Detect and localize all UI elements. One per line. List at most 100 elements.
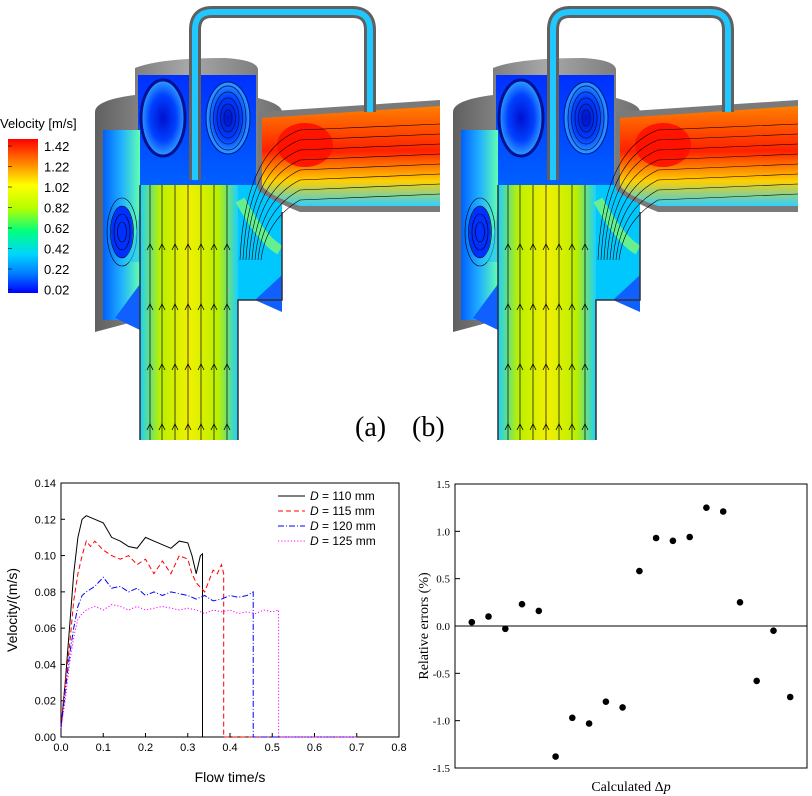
chart1-y-axis-label: Velocity/(m/s)	[4, 568, 20, 652]
flow-arrow	[184, 363, 192, 371]
streamline	[248, 153, 441, 261]
chamber-vortex-right	[205, 81, 251, 155]
flow-arrow	[504, 243, 512, 251]
chart2-y-tick-label: 1.5	[436, 479, 450, 491]
inlet-transition	[118, 185, 140, 262]
flow-arrow	[171, 423, 179, 431]
chart1-x-tick-label: 0.6	[307, 742, 322, 754]
cfd-velocity-field	[95, 5, 441, 440]
flow-arrow	[158, 423, 166, 431]
chart1-x-tick-label: 0.7	[349, 742, 364, 754]
vortex-streamline	[110, 205, 134, 259]
vortex-streamline	[581, 109, 591, 127]
chart1-legend-label: D = 125 mm	[310, 534, 376, 548]
chart2-y-tick-label: -1.5	[433, 763, 451, 775]
flow-arrow	[197, 243, 205, 251]
chart2-data-point	[669, 537, 677, 545]
chart2-data-point	[770, 627, 777, 634]
vortex-streamline	[216, 97, 240, 139]
flow-arrow	[516, 303, 524, 311]
cfd-panel-a: (a)	[95, 5, 441, 443]
colorbar-tick-label: 1.42	[44, 139, 69, 154]
colorbar-title: Velocity [m/s]	[0, 116, 77, 131]
velocity-colorbar: Velocity [m/s] 1.42 1.22 1.02 0.82 0.62 0.42 0…	[0, 116, 77, 298]
flow-arrow	[158, 303, 166, 311]
flow-arrow	[171, 243, 179, 251]
chart2-y-axis-label: Relative errors (%)	[417, 572, 432, 680]
flow-arrow	[223, 243, 231, 251]
flow-arrow	[171, 303, 179, 311]
flow-arrow	[542, 363, 550, 371]
vortex-streamline	[475, 221, 485, 243]
colorbar-tick-label: 1.02	[44, 180, 69, 195]
right-cavity-flow	[235, 197, 283, 255]
streamline	[600, 133, 799, 261]
chart2-data-point	[485, 613, 492, 620]
flow-arrow	[581, 363, 589, 371]
flow-arrow	[568, 363, 576, 371]
vortex-streamline	[220, 103, 236, 133]
flow-arrow	[504, 423, 512, 431]
vortex-streamline	[209, 85, 247, 151]
relative-error-scatter-chart: -1.5 -1.0 -0.5 0.0 0.5 1.0 1.5 Calculated Δp R…	[417, 479, 808, 795]
flow-arrow	[568, 423, 576, 431]
flow-arrow	[529, 303, 537, 311]
chart1-legend-label: D = 120 mm	[310, 519, 376, 533]
chart2-data-point	[703, 504, 710, 512]
chart2-data-point	[468, 618, 476, 626]
chart1-series-line	[60, 540, 357, 738]
flow-arrow	[223, 363, 231, 371]
chart1-series-line	[60, 576, 357, 738]
streamline	[603, 143, 799, 261]
chart1-series	[60, 515, 357, 738]
panel-label-a: (a)	[355, 412, 386, 443]
colorbar-tick-label: 1.22	[44, 160, 69, 175]
chart2-y-tick-label: 0.5	[436, 574, 450, 586]
flow-arrow	[223, 303, 231, 311]
flow-arrow	[504, 303, 512, 311]
flow-arrow	[223, 423, 231, 431]
flow-arrow	[210, 423, 218, 431]
flow-arrow	[146, 303, 154, 311]
flow-arrow	[568, 303, 576, 311]
corner-wedge-left	[115, 284, 140, 330]
chamber-vortex-left	[497, 78, 545, 158]
chart2-data-point	[619, 704, 626, 711]
main-pipe-flow	[498, 185, 596, 440]
streamline	[254, 173, 441, 261]
chart1-y-tick-label: 0.10	[35, 551, 56, 563]
flow-arrow	[146, 363, 154, 371]
vortex-streamline	[571, 91, 601, 145]
flow-arrow	[197, 303, 205, 311]
flow-arrow	[210, 243, 218, 251]
streamline	[609, 163, 799, 261]
flow-arrow	[184, 303, 192, 311]
chart1-legend-label: D = 115 mm	[310, 504, 375, 518]
chamber-vortex-right	[563, 81, 609, 155]
corner-wedge-right	[255, 275, 282, 312]
chart1-x-tick-label: 0.4	[222, 742, 237, 754]
chart2-data-point	[652, 534, 660, 542]
colorbar-gradient	[8, 139, 38, 293]
inlet-transition	[476, 185, 498, 262]
flow-arrow	[146, 423, 154, 431]
chart2-data-point	[636, 567, 643, 575]
chart1-y-tick-label: 0.02	[35, 696, 56, 708]
flow-arrow	[504, 363, 512, 371]
streamline	[260, 193, 441, 261]
streamline	[612, 173, 799, 261]
panel-label-b: (b)	[412, 412, 445, 443]
chart2-data-point	[719, 508, 727, 515]
chart2-data-point	[518, 600, 526, 608]
flow-arrow	[555, 423, 563, 431]
flow-arrow	[542, 243, 550, 251]
flow-arrow	[146, 243, 154, 251]
flow-arrow	[581, 423, 589, 431]
cfd-velocity-field	[453, 5, 799, 440]
chart2-x-axis-label: Calculated Δp	[591, 780, 670, 795]
chart1-y-tick-label: 0.08	[35, 587, 56, 599]
vortex-streamline	[113, 213, 131, 251]
colorbar-tick-label: 0.82	[44, 201, 69, 216]
colorbar-tick-label: 0.62	[44, 221, 69, 236]
